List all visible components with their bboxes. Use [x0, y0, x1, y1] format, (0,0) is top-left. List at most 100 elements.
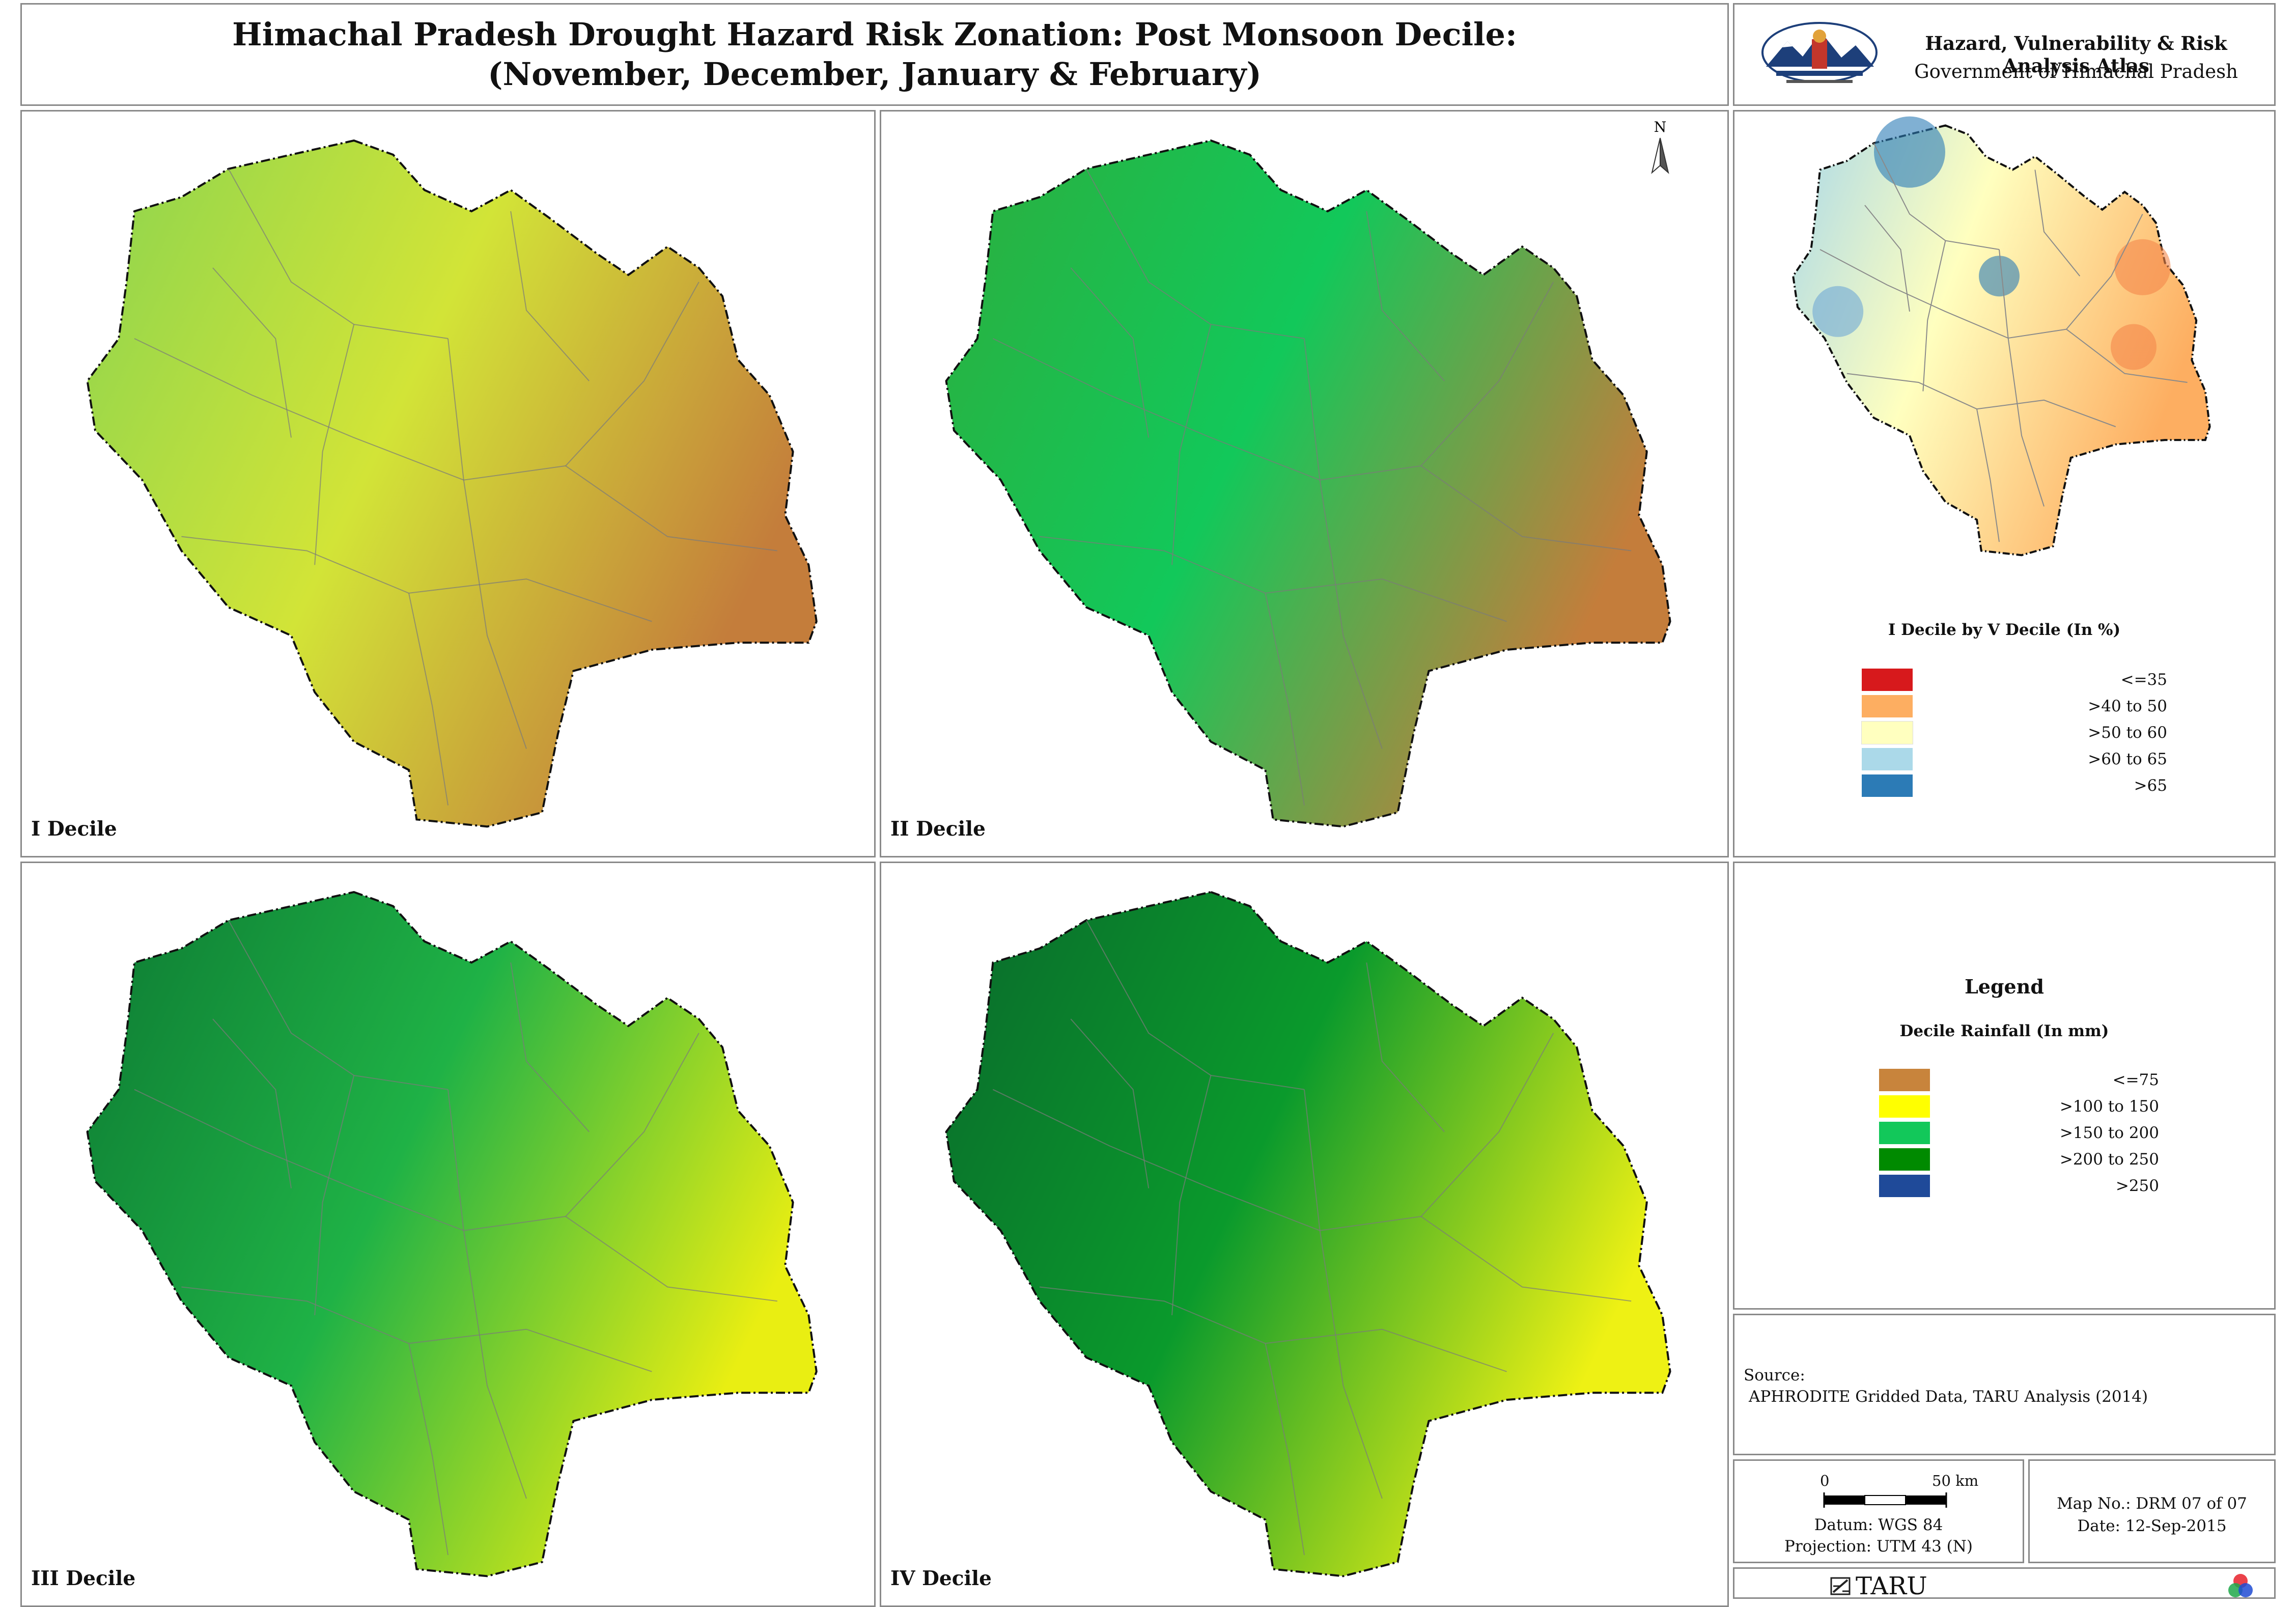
inset-district-boundary: [1922, 240, 1946, 392]
district-boundary: [565, 1033, 699, 1217]
district-boundary: [134, 338, 566, 481]
map-info-panel: Map No.: DRM 07 of 07 Date: 12-Sep-2015: [2028, 1459, 2276, 1563]
inset-legend-title: I Decile by V Decile (In %): [1888, 621, 2121, 639]
legend-swatch-3: [1879, 1122, 1930, 1144]
legend-heading: Legend: [1965, 975, 2044, 998]
district-boundary: [1171, 1075, 1212, 1315]
map-number: Map No.: DRM 07 of 07: [2057, 1494, 2247, 1513]
source-panel: Source: APHRODITE Gridded Data, TARU Ana…: [1733, 1314, 2276, 1455]
map-title-line1: Himachal Pradesh Drought Hazard Risk Zon…: [232, 16, 1517, 53]
source-text: APHRODITE Gridded Data, TARU Analysis (2…: [1749, 1388, 2148, 1406]
datum-label: Datum: WGS 84: [1814, 1516, 1943, 1534]
atlas-header-panel: Hazard, Vulnerability & Risk Analysis At…: [1733, 3, 2276, 106]
district-boundary: [314, 1075, 355, 1315]
projection-label: Projection: UTM 43 (N): [1784, 1537, 1973, 1556]
inset-swatch-4: [1862, 748, 1913, 770]
inset-state-boundary: [1792, 124, 2211, 557]
inset-anomaly-patch: [2114, 239, 2171, 295]
district-boundary: [228, 169, 449, 339]
inset-district-boundary: [2034, 170, 2081, 276]
inset-legend-row-4: >60 to 65: [1862, 748, 2167, 770]
district-boundary: [992, 1089, 1421, 1231]
district-boundary: [1304, 1089, 1383, 1499]
legend-panel: Legend Decile Rainfall (In mm) <=75 >100…: [1733, 862, 2276, 1310]
state-boundary-0: [86, 139, 818, 828]
inset-legend-row-5: >65: [1862, 774, 2167, 797]
scale-bar: [1823, 1492, 1947, 1508]
inset-district-boundary: [1999, 249, 2045, 507]
inset-anomaly-patch: [1812, 286, 1864, 337]
district-boundary: [1420, 465, 1632, 551]
state-map-svg-1: [945, 139, 1671, 828]
north-arrow-label: N: [1654, 119, 1667, 135]
atlas-subtitle: Government of Himachal Pradesh: [1914, 61, 2238, 82]
taru-text: TARU: [1856, 1572, 1927, 1600]
inset-legend-label-5: >65: [2134, 777, 2167, 795]
district-boundary: [565, 1216, 777, 1302]
legend-swatch-2: [1879, 1095, 1930, 1118]
inset-anomaly-patch: [2111, 324, 2157, 370]
legend-label-1: <=75: [2112, 1071, 2159, 1089]
inset-swatch-2: [1862, 695, 1913, 717]
state-boundary-1: [945, 139, 1671, 828]
district-boundary: [1265, 593, 1305, 806]
district-boundary: [1086, 169, 1305, 339]
source-label: Source:: [1744, 1366, 1805, 1384]
state-map-svg-3: [945, 891, 1671, 1577]
taru-logo-icon: [1830, 1577, 1851, 1595]
district-boundary: [408, 1343, 449, 1556]
state-map-svg-2: [86, 891, 818, 1577]
footer-panel: TARU: [1733, 1567, 2276, 1600]
map-date: Date: 12-Sep-2015: [2077, 1517, 2227, 1535]
taru-logo: TARU: [1830, 1572, 1927, 1600]
inset-district-boundary: [1873, 143, 2000, 250]
atlas-title: Hazard, Vulnerability & Risk Analysis At…: [1925, 32, 2227, 77]
legend-swatch-4: [1879, 1148, 1930, 1171]
decile-map-3: III Decile: [20, 862, 876, 1607]
legend-label-3: >150 to 200: [2059, 1124, 2159, 1142]
inset-legend-row-3: >50 to 60: [1861, 721, 2167, 744]
legend-row-1: <=75: [1879, 1069, 2159, 1091]
map-title-line2: (November, December, January & February): [488, 56, 1262, 93]
legend-row-4: >200 to 250: [1879, 1148, 2159, 1171]
decile-map-4: IV Decile: [880, 862, 1729, 1607]
rgb-circles-logo-icon: [2228, 1574, 2253, 1597]
district-boundary: [565, 282, 699, 466]
district-boundary: [1366, 211, 1445, 381]
district-boundary: [1086, 920, 1305, 1090]
inset-district-boundary: [2066, 213, 2143, 330]
inset-anomaly-patch: [1979, 256, 2020, 297]
district-boundary: [1304, 338, 1383, 749]
title-panel: Himachal Pradesh Drought Hazard Risk Zon…: [20, 3, 1729, 106]
district-boundary: [1070, 1018, 1150, 1188]
decile-label-2: II Decile: [890, 817, 986, 841]
district-boundary: [447, 1089, 527, 1499]
inset-district-boundary: [2066, 328, 2188, 383]
inset-district-boundary: [1976, 409, 2000, 542]
decile-label-4: IV Decile: [890, 1567, 992, 1590]
inset-ratio-panel: I Decile by V Decile (In %) <=35 >40 to …: [1733, 110, 2276, 857]
legend-subtitle: Decile Rainfall (In mm): [1899, 1022, 2109, 1040]
scale-zero-label: 0: [1820, 1472, 1830, 1489]
legend-label-5: >250: [2115, 1177, 2159, 1195]
district-boundary: [1171, 324, 1212, 565]
himachal-government-emblem-icon: [1761, 22, 1878, 83]
district-boundary: [1420, 1033, 1554, 1217]
inset-map-svg: [1792, 116, 2211, 557]
inset-swatch-3: [1861, 721, 1913, 744]
decile-map-2: N II Decile: [880, 110, 1729, 857]
inset-anomaly-patch: [1874, 116, 1945, 188]
district-boundary: [134, 1089, 566, 1231]
inset-legend-label-1: <=35: [2120, 671, 2167, 689]
inset-district-boundary: [1864, 205, 1910, 312]
inset-district-boundary: [1819, 249, 2067, 339]
legend-label-4: >200 to 250: [2059, 1150, 2159, 1169]
district-boundary: [1265, 1343, 1305, 1556]
state-boundary-2: [86, 891, 818, 1577]
scale-fifty-label: 50 km: [1932, 1472, 1979, 1489]
district-boundary: [565, 465, 777, 551]
inset-legend-row-1: <=35: [1862, 669, 2167, 691]
district-boundary: [447, 338, 527, 749]
district-boundary: [992, 338, 1421, 481]
legend-row-2: >100 to 150: [1879, 1095, 2159, 1118]
